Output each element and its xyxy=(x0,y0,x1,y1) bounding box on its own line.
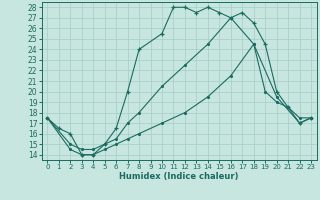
X-axis label: Humidex (Indice chaleur): Humidex (Indice chaleur) xyxy=(119,172,239,181)
